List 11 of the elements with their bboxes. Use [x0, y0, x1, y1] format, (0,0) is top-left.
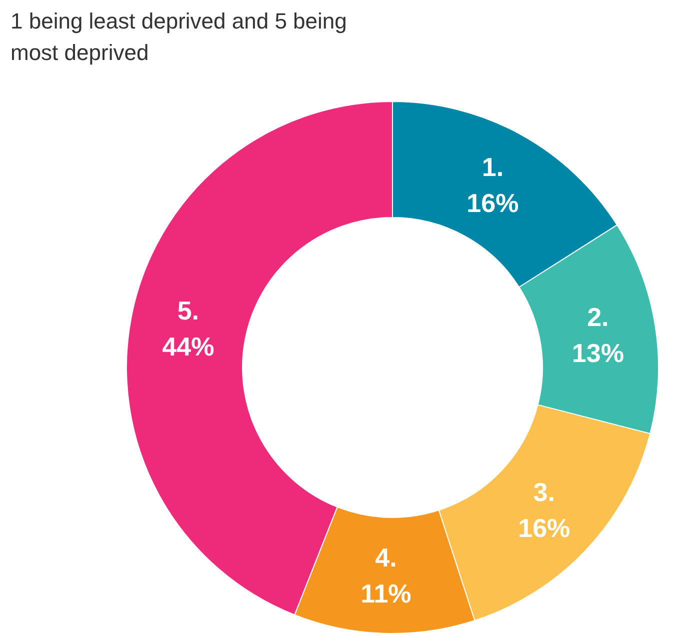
slice-label: 1.	[482, 152, 504, 182]
slice-label: 2.	[587, 302, 609, 332]
data-label: 13%	[572, 338, 624, 368]
slice-label: 4.	[375, 542, 397, 572]
data-label: 16%	[466, 188, 519, 218]
slice-label: 5.	[177, 296, 200, 326]
data-label: 16%	[518, 512, 570, 543]
slice-label: 3.	[533, 476, 555, 507]
chart-title: 1 being least deprived and 5 being most deprived	[10, 8, 347, 65]
data-label: 44%	[162, 332, 214, 362]
data-label: 11%	[360, 578, 412, 608]
